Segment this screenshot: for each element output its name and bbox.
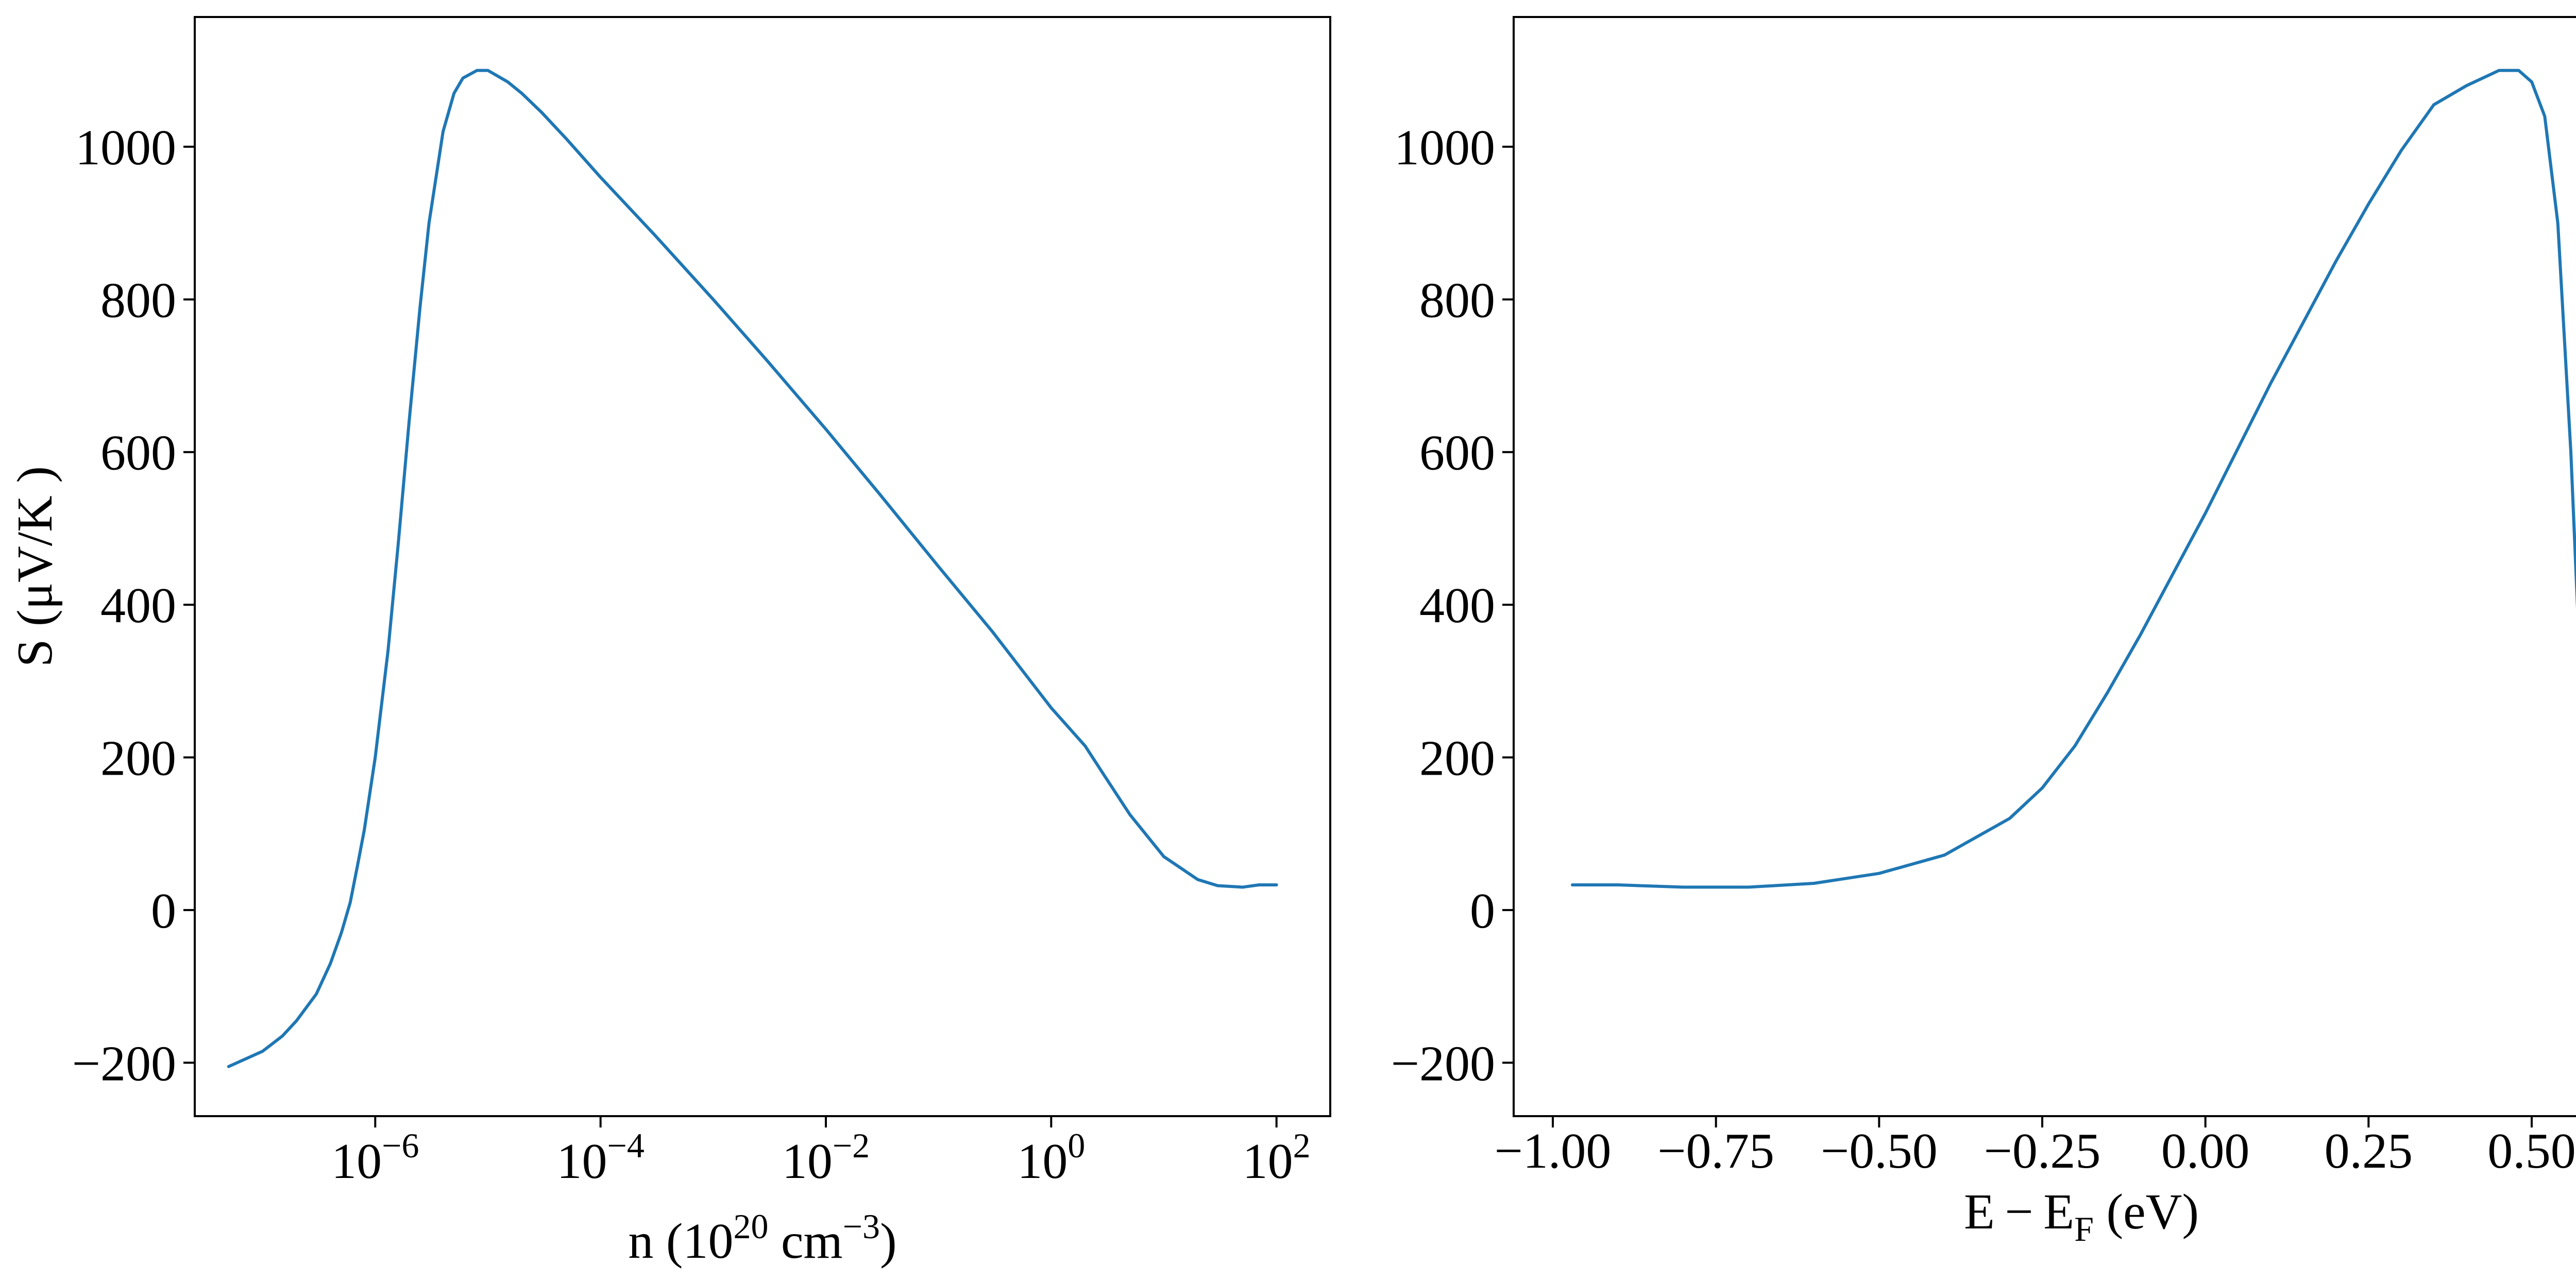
x-axis-label-part: (eV) [2094, 1184, 2199, 1240]
x-axis-label: n (1020 cm−3) [628, 1207, 896, 1269]
series-line-1-0 [1571, 69, 2576, 889]
y-tick-label: 400 [100, 578, 176, 634]
plot-frame [1513, 16, 2576, 1117]
x-tick-label: −0.50 [1821, 1123, 1938, 1179]
x-tick-label: 0.50 [2487, 1123, 2576, 1179]
x-tick-label-exponent: −6 [382, 1126, 419, 1165]
y-tick-label: 1000 [1394, 120, 1495, 176]
x-tick-label-exponent: 0 [1067, 1126, 1085, 1165]
x-tick-label: 10−2 [782, 1126, 870, 1189]
x-tick-label: 0.25 [2325, 1123, 2413, 1179]
x-tick-label: −0.75 [1657, 1123, 1774, 1179]
x-tick-label-base: 10 [331, 1134, 382, 1189]
plot-frame [194, 16, 1331, 1117]
y-tick-label: 200 [100, 730, 176, 786]
y-tick-label: 0 [151, 883, 176, 939]
y-tick-label: 800 [100, 272, 176, 328]
x-axis-label: E − EF (eV) [1964, 1184, 2199, 1249]
x-tick-label: 10−4 [556, 1126, 644, 1189]
y-tick-label: 600 [1419, 425, 1495, 481]
x-tick-label-base: 10 [556, 1134, 607, 1189]
x-tick-label: 0.00 [2161, 1123, 2250, 1179]
y-tick-label: 600 [100, 425, 176, 481]
x-tick-label-base: 10 [1017, 1134, 1067, 1189]
y-tick-label: 0 [1470, 883, 1495, 939]
y-tick-label: 200 [1419, 730, 1495, 786]
x-axis-label-superscript: −3 [843, 1207, 880, 1246]
x-tick-label-exponent: −2 [833, 1126, 870, 1165]
x-axis-label-subscript: F [2074, 1209, 2094, 1249]
x-tick-label: 10−6 [331, 1126, 419, 1189]
y-tick-label: −200 [72, 1036, 176, 1091]
y-tick-label: 1000 [75, 120, 176, 176]
y-axis-label: S (μV/K ) [7, 466, 63, 667]
x-axis-label-part: ) [880, 1213, 897, 1269]
x-axis-label-superscript: 20 [733, 1207, 768, 1246]
x-tick-label-exponent: −4 [607, 1126, 644, 1165]
series-line-0-0 [227, 69, 1278, 1068]
right-chart-panel: −200 0 200 400 600 800 1000 −1.00 −0.75 −0.50 −0.2… [1391, 16, 2576, 1249]
x-tick-label-exponent: 2 [1293, 1126, 1311, 1165]
x-axis-label-part: n (10 [628, 1213, 733, 1269]
x-tick-label: −0.25 [1984, 1123, 2101, 1179]
y-tick-label: 400 [1419, 578, 1495, 634]
x-axis-label-part: cm [768, 1213, 842, 1269]
y-tick-label: 800 [1419, 272, 1495, 328]
x-tick-label: 102 [1243, 1126, 1311, 1189]
x-tick-label: 100 [1017, 1126, 1085, 1189]
y-tick-label: −200 [1391, 1036, 1495, 1091]
x-tick-label-base: 10 [782, 1134, 833, 1189]
x-axis-label-part: E − E [1964, 1184, 2074, 1240]
x-tick-label: −1.00 [1495, 1123, 1612, 1179]
x-tick-label-base: 10 [1243, 1134, 1293, 1189]
